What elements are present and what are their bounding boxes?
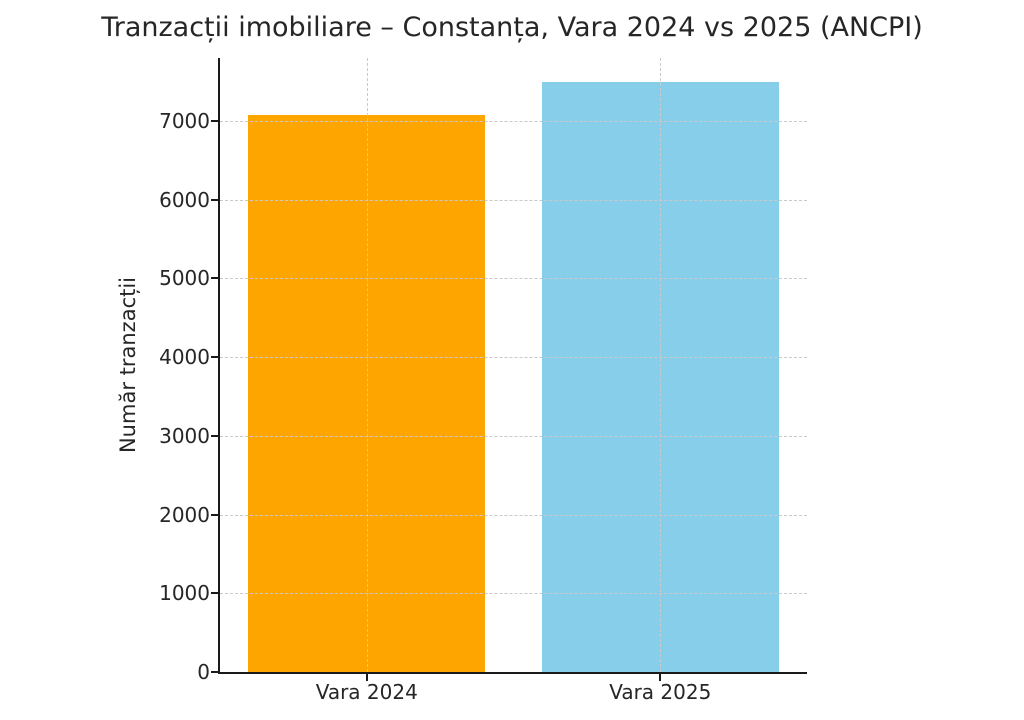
y-tick-label-2000: 2000 <box>159 502 210 527</box>
y-tick-mark-2000 <box>211 513 218 516</box>
chart-title: Tranzacții imobiliare – Constanța, Vara … <box>101 12 923 43</box>
y-gridline-6000 <box>220 199 807 201</box>
y-gridline-5000 <box>220 278 807 280</box>
y-gridline-1000 <box>220 593 807 595</box>
y-tick-label-1000: 1000 <box>159 581 210 606</box>
y-tick-mark-6000 <box>211 198 218 201</box>
y-gridline-4000 <box>220 357 807 359</box>
y-tick-mark-5000 <box>211 277 218 280</box>
y-gridline-3000 <box>220 435 807 437</box>
x-tick-mark-2 <box>659 674 662 681</box>
y-tick-label-0: 0 <box>197 660 210 684</box>
y-tick-mark-3000 <box>211 434 218 437</box>
x-gridline-2 <box>660 58 662 672</box>
y-tick-mark-4000 <box>211 356 218 359</box>
y-tick-label-3000: 3000 <box>159 423 210 448</box>
y-tick-mark-1000 <box>211 592 218 595</box>
x-tick-label-vara-2024: Vara 2024 <box>315 680 418 704</box>
x-tick-mark-1 <box>365 674 368 681</box>
y-tick-label-5000: 5000 <box>159 266 210 291</box>
y-tick-mark-7000 <box>211 119 218 122</box>
y-tick-label-6000: 6000 <box>159 187 210 212</box>
x-tick-label-vara-2025: Vara 2025 <box>609 680 712 704</box>
y-gridline-7000 <box>220 120 807 122</box>
x-gridline-1 <box>366 58 368 672</box>
y-gridline-2000 <box>220 514 807 516</box>
y-tick-label-4000: 4000 <box>159 345 210 370</box>
plot-area <box>218 58 807 674</box>
y-tick-mark-0 <box>211 671 218 673</box>
y-tick-label-7000: 7000 <box>159 108 210 133</box>
